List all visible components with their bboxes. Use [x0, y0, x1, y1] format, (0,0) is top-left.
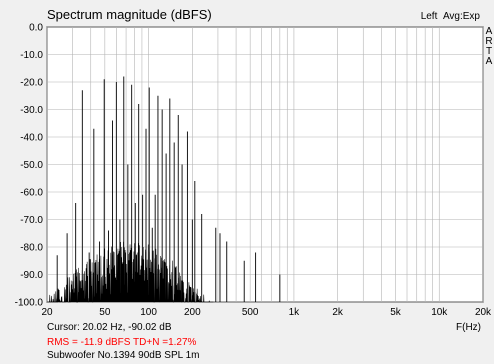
- measurement-note: Subwoofer No.1394 90dB SPL 1m: [47, 350, 200, 361]
- y-tick-label: -70.0: [20, 215, 43, 226]
- watermark-letter: T: [485, 46, 493, 57]
- channel-averaging-label: Left Avg:Exp: [421, 11, 480, 22]
- spectrum-trace: [47, 76, 281, 303]
- y-tick-label: -60.0: [20, 188, 43, 199]
- y-tick-label: 0.0: [29, 23, 43, 34]
- x-tick-label: 10k: [431, 307, 448, 318]
- y-tick-label: -40.0: [20, 133, 43, 144]
- watermark-letter: A: [485, 26, 493, 37]
- y-tick-label: -30.0: [20, 105, 43, 116]
- y-tick-label: -80.0: [20, 243, 43, 254]
- x-tick-labels: 20 50 100 200 500 1k 2k 5k 10k 20k: [41, 307, 492, 318]
- watermark-letter: R: [485, 36, 493, 47]
- x-tick-label: 20k: [475, 307, 492, 318]
- chart-title: Spectrum magnitude (dBFS): [47, 7, 212, 22]
- cursor-readout: Cursor: 20.02 Hz, -90.02 dB: [47, 322, 172, 333]
- channel-label: Left: [420, 11, 438, 22]
- x-tick-label: 100: [140, 307, 157, 318]
- rms-readout: RMS = -11.9 dBFS TD+N =1.27%: [47, 337, 197, 348]
- x-tick-label: 20: [41, 307, 53, 318]
- y-tick-label: -50.0: [20, 160, 43, 171]
- y-tick-label: -20.0: [20, 78, 43, 89]
- averaging-label: Avg:Exp: [442, 11, 480, 22]
- noise-floor-trace: [47, 241, 214, 303]
- y-tick-label: -100.0: [15, 298, 44, 309]
- watermark-letter: A: [485, 56, 493, 67]
- y-tick-labels: 0.0 -10.0 -20.0 -30.0 -40.0 -50.0 -60.0 -70.0 -8…: [15, 23, 44, 309]
- x-tick-label: 2k: [332, 307, 344, 318]
- y-tick-label: -10.0: [20, 50, 43, 61]
- x-tick-label: 1k: [289, 307, 301, 318]
- x-tick-label: 50: [99, 307, 111, 318]
- x-axis-label: F(Hz): [456, 322, 481, 333]
- x-tick-label: 200: [184, 307, 201, 318]
- y-tick-label: -90.0: [20, 270, 43, 281]
- x-tick-label: 5k: [390, 307, 402, 318]
- x-tick-label: 500: [242, 307, 259, 318]
